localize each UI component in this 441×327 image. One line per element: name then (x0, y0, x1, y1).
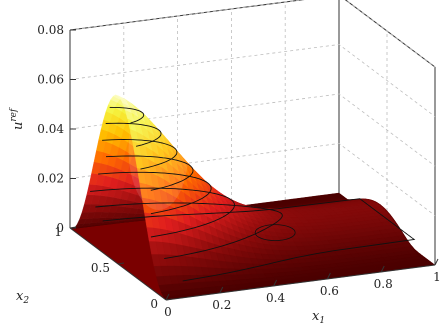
contour-line (102, 198, 416, 282)
contour-line (98, 171, 212, 215)
x-tick-mark (326, 272, 331, 280)
x-tick-mark (380, 265, 385, 273)
y-ticks: 00.51 (54, 225, 173, 311)
grid-line-z (69, 0, 436, 68)
contour-line (105, 122, 162, 147)
z-tick-label: 0.02 (37, 172, 64, 186)
x-tick-label: 0 (164, 305, 172, 319)
x-tick-mark (219, 286, 224, 294)
contour-line (90, 187, 235, 238)
x-axis-line (165, 264, 436, 301)
y-tick-mark (117, 262, 125, 265)
x-tick-label: 0.6 (320, 284, 339, 298)
x-axis-label: x1 (312, 309, 325, 326)
x-tick-label: 0.2 (212, 298, 231, 312)
contour-line (109, 106, 145, 124)
y-tick-mark (165, 298, 173, 301)
y-tick-label: 0 (150, 297, 158, 311)
x-tick-label: 0.8 (374, 277, 393, 291)
grid-line-z (69, 93, 436, 167)
y-axis-label: x2 (16, 289, 29, 306)
y-tick-label: 1 (54, 225, 62, 239)
back-edge-top (69, 0, 305, 31)
contour-line (95, 202, 283, 260)
x-tick-label: 1 (433, 270, 441, 284)
x-tick-mark (165, 293, 170, 301)
y-tick-mark (69, 226, 77, 229)
contour-line (102, 139, 178, 170)
x-ticks: 0 0.2 0.4 0.6 0.8 1 (164, 258, 441, 319)
z-ticks: 0 0.02 0.04 0.06 0.08 (37, 23, 76, 235)
grid-line-z (69, 44, 436, 117)
x-tick-mark (273, 279, 278, 287)
y-tick-label: 0.5 (91, 261, 110, 275)
surface-highlight (128, 90, 189, 211)
z-tick-label: 0.04 (37, 122, 64, 136)
back-edge-top-right (344, 0, 436, 68)
contour-line (105, 155, 194, 191)
z-tick-label: 0.06 (37, 73, 64, 87)
contour-lines (90, 106, 416, 282)
x-tick-label: 0.4 (266, 291, 285, 305)
z-tick-label: 0 (56, 221, 64, 235)
z-axis-label: uref (9, 107, 26, 130)
z-tick-label: 0.08 (37, 23, 64, 37)
contour-line (254, 224, 296, 242)
x-tick-mark (434, 258, 439, 266)
